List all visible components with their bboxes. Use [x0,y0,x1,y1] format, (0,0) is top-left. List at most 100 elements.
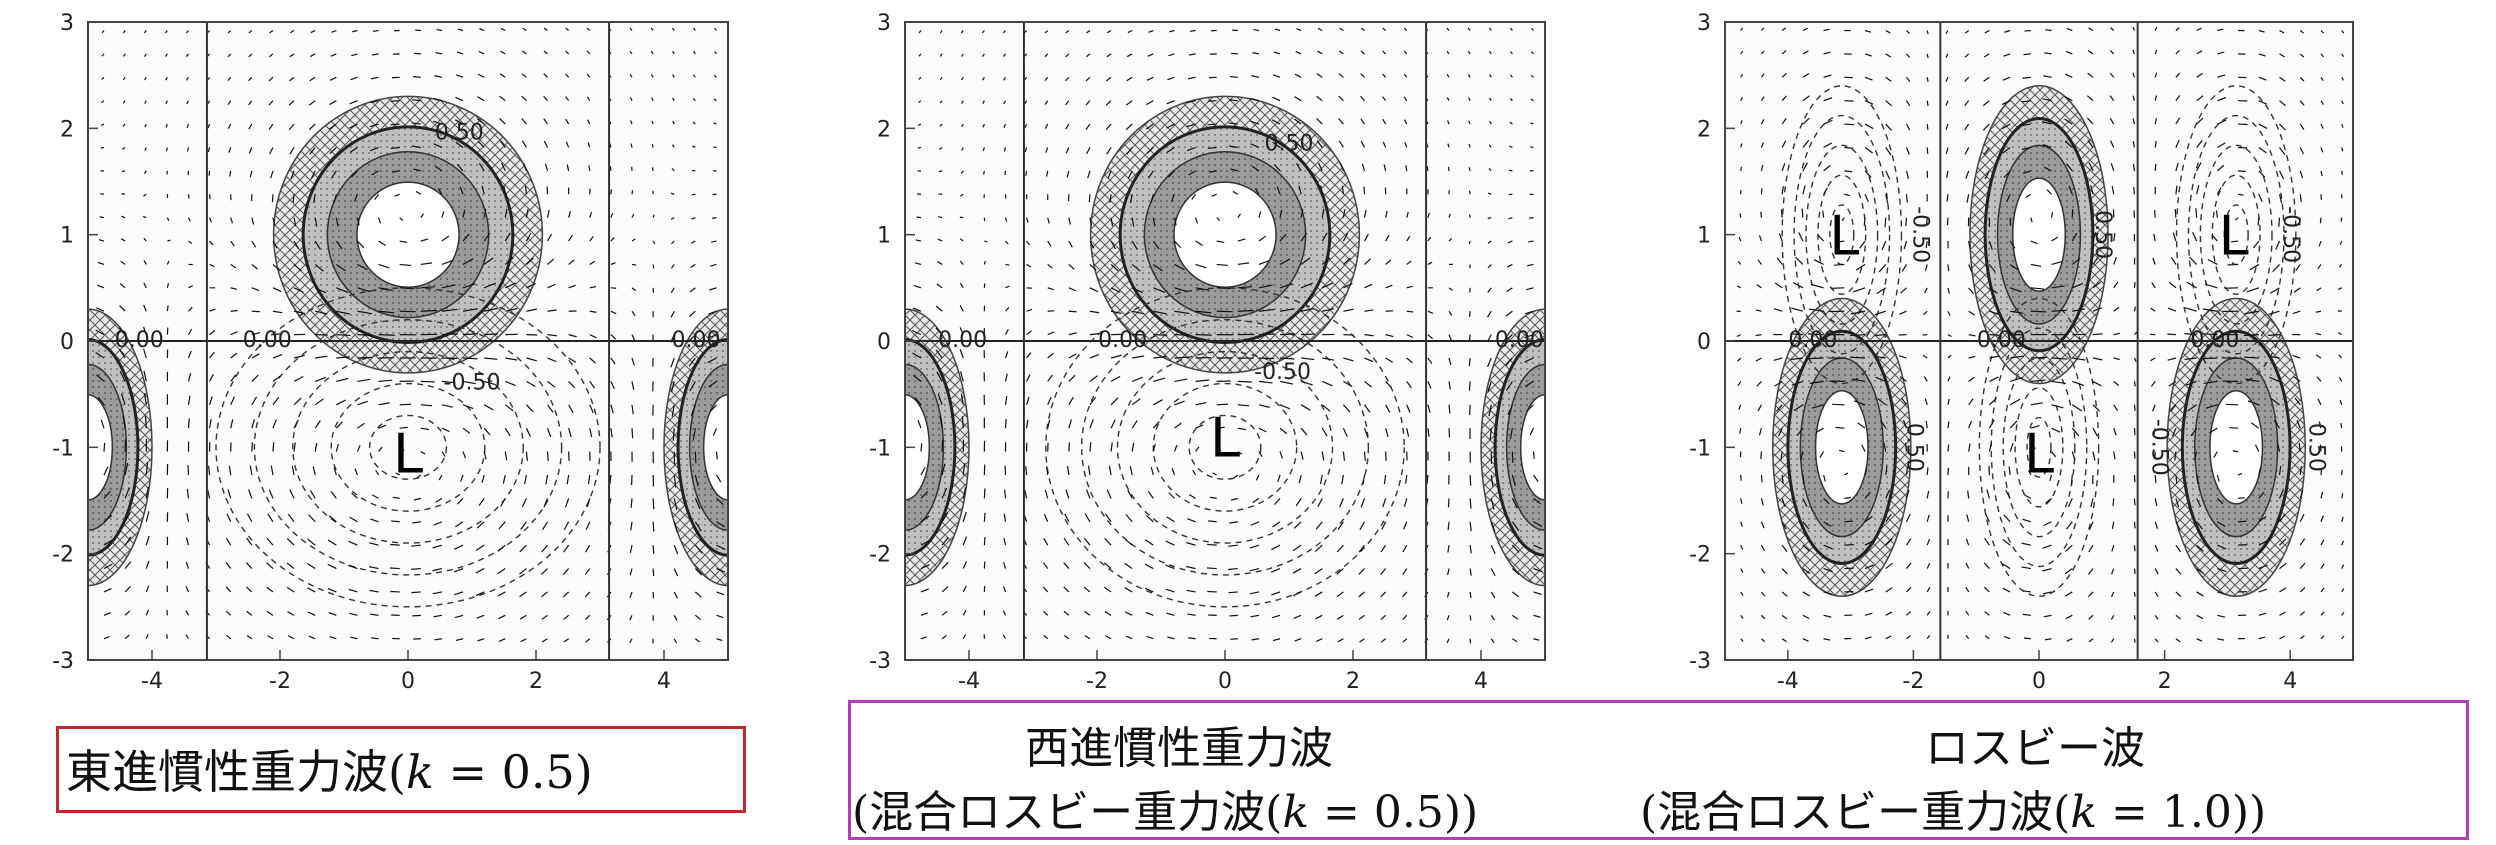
wind-vector [413,168,421,172]
wind-vector [124,561,132,569]
wind-vector [462,451,467,459]
wind-vector [716,497,724,506]
wind-vector [1229,99,1238,102]
wind-vector [1339,27,1344,32]
wind-vector [1364,334,1374,337]
wind-vector [1362,474,1366,485]
wind-vector [481,185,485,195]
wind-vector [1468,167,1471,172]
wind-vector [1131,263,1141,272]
wind-vector [629,591,633,598]
wind-vector [716,544,726,551]
wind-vector [670,287,675,294]
wind-vector [1781,614,1788,620]
wind-vector [562,591,570,598]
wind-vector [1271,544,1281,551]
wind-vector [1153,334,1168,336]
wind-vector [1760,188,1763,195]
wind-vector [229,170,232,177]
wind-vector [1005,285,1010,289]
wind-vector [1823,614,1832,618]
wind-vector [941,586,949,593]
wind-vector [2271,398,2280,406]
wind-vector [2092,232,2097,242]
wind-vector [272,217,276,226]
wind-vector [1926,467,1929,476]
wind-vector [143,348,147,359]
wind-vector [1778,427,1783,437]
contour-label: 0.50 [2303,423,2328,472]
y-tick-label: 0 [60,330,74,355]
wind-vector [547,258,555,265]
wind-vector [1358,568,1365,575]
wind-vector [1174,334,1190,336]
wind-vector [1808,357,1824,360]
wind-vector [309,53,316,58]
wind-vector [673,638,678,644]
wind-vector [1216,403,1228,406]
wind-vector [399,217,404,222]
wind-vector [1126,76,1133,82]
wind-vector [1170,194,1175,202]
wind-vector [1185,565,1196,570]
wind-vector [2134,331,2138,336]
wind-vector [270,170,274,179]
wind-vector [462,283,476,289]
wind-vector [1322,380,1333,387]
wind-vector [2205,404,2218,409]
wind-vector [1885,611,1892,616]
wind-vector [288,100,295,106]
wind-vector [1903,240,1908,250]
wind-vector [1089,310,1100,314]
wind-vector [1527,263,1534,267]
wind-vector [1448,287,1453,291]
wind-vector [500,498,506,507]
wind-vector [981,53,985,57]
wind-vector [2238,520,2247,523]
wind-vector [2150,357,2156,362]
wind-vector [121,193,126,195]
wind-vector [399,263,411,267]
wind-vector [1874,355,1886,359]
wind-vector [1906,76,1911,83]
wind-vector [1360,73,1365,78]
wind-vector [960,30,964,34]
wind-vector [962,511,967,522]
wind-vector [1802,185,1806,195]
wind-vector [2217,28,2224,32]
wind-vector [631,310,636,317]
wind-vector [1343,380,1353,388]
x-tick-label: -2 [269,669,291,694]
wind-vector [2299,170,2304,179]
wind-vector [1965,170,1970,179]
wind-vector [399,403,411,406]
wind-vector [368,566,379,570]
wind-vector [2092,404,2101,412]
wind-vector [2092,451,2096,461]
wind-vector [1063,562,1070,569]
wind-vector [2258,146,2267,154]
wind-vector [2072,308,2085,312]
wind-vector [1469,591,1472,599]
wind-vector [917,123,922,126]
wind-vector [568,284,576,289]
wind-vector [1228,591,1238,594]
wind-vector [328,515,337,523]
wind-vector [1906,611,1912,616]
wind-vector [441,211,445,218]
wind-vector [1508,217,1513,220]
wind-vector [2064,96,2073,102]
wind-vector [692,97,696,102]
wind-vector [920,588,929,593]
wind-vector [2299,100,2305,106]
wind-vector [2023,637,2031,640]
wind-vector [2088,162,2094,172]
wind-vector [2196,498,2202,507]
wind-vector [2203,380,2218,385]
wind-vector [1232,190,1239,195]
wind-vector [2341,540,2345,546]
wind-vector [1448,213,1451,218]
wind-vector [246,537,253,546]
wind-vector [1802,638,1809,642]
y-tick-label: -1 [869,436,891,461]
